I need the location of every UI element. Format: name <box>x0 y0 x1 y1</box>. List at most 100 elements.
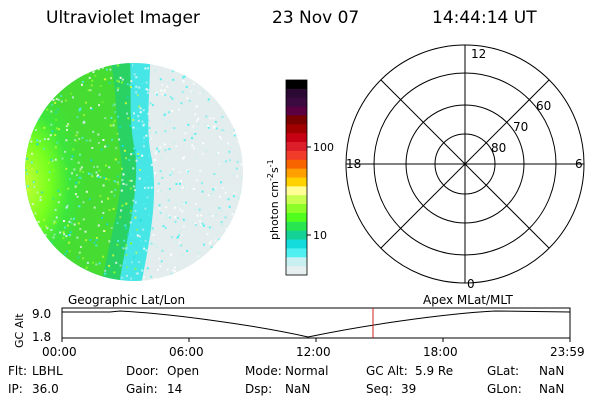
speckle-pixel <box>190 90 193 93</box>
speckle-pixel <box>125 253 128 256</box>
speckle-pixel <box>57 264 60 267</box>
speckle-pixel <box>102 139 105 141</box>
speckle-pixel <box>242 64 243 66</box>
speckle-pixel <box>240 278 242 281</box>
speckle-pixel <box>146 196 149 199</box>
speckle-pixel <box>31 186 34 188</box>
speckle-pixel <box>125 157 128 160</box>
speckle-pixel <box>206 110 209 113</box>
speckle-pixel <box>166 192 169 195</box>
speckle-pixel <box>139 169 141 171</box>
speckle-pixel <box>119 76 122 79</box>
speckle-pixel <box>61 157 64 160</box>
speckle-pixel <box>230 63 233 65</box>
mlt-label-18: 18 <box>346 157 361 171</box>
speckle-pixel <box>156 147 158 150</box>
speckle-pixel <box>215 127 218 130</box>
speckle-pixel <box>225 253 228 256</box>
speckle-pixel <box>54 221 57 224</box>
speckle-pixel <box>241 273 243 276</box>
speckle-pixel <box>105 164 107 167</box>
speckle-pixel <box>156 93 158 96</box>
speckle-pixel <box>139 111 142 114</box>
speckle-pixel <box>28 116 30 118</box>
speckle-pixel <box>192 188 195 190</box>
speckle-pixel <box>83 120 86 123</box>
colorbar-band <box>286 106 307 116</box>
speckle-pixel <box>147 119 150 122</box>
speckle-pixel <box>237 156 240 159</box>
speckle-pixel <box>93 69 96 72</box>
speckle-pixel <box>120 209 123 212</box>
speckle-pixel <box>130 80 133 83</box>
speckle-pixel <box>85 190 88 193</box>
polar-grid <box>345 44 585 284</box>
speckle-pixel <box>201 222 204 225</box>
speckle-pixel <box>159 170 162 173</box>
speckle-pixel <box>143 247 146 250</box>
speckle-pixel <box>153 159 156 161</box>
speckle-pixel <box>194 113 197 116</box>
geo-label: Geographic Lat/Lon <box>68 293 185 307</box>
speckle-pixel <box>241 205 243 208</box>
speckle-pixel <box>181 90 184 93</box>
speckle-pixel <box>159 78 162 81</box>
speckle-pixel <box>88 76 91 79</box>
speckle-pixel <box>117 64 120 67</box>
speckle-pixel <box>157 150 160 153</box>
speckle-pixel <box>141 269 144 272</box>
speckle-pixel <box>229 159 231 162</box>
speckle-pixel <box>194 280 197 281</box>
speckle-pixel <box>135 85 138 88</box>
speckle-pixel <box>91 175 94 178</box>
speckle-pixel <box>240 101 243 104</box>
speckle-pixel <box>147 186 150 189</box>
speckle-pixel <box>65 167 68 170</box>
speckle-pixel <box>171 97 174 100</box>
speckle-pixel <box>130 210 132 213</box>
speckle-pixel <box>161 176 164 179</box>
speckle-pixel <box>164 149 167 152</box>
speckle-pixel <box>108 178 111 181</box>
speckle-pixel <box>174 216 177 219</box>
speckle-pixel <box>72 148 75 151</box>
speckle-pixel <box>157 182 160 185</box>
speckle-pixel <box>147 137 150 140</box>
speckle-pixel <box>227 90 230 93</box>
speckle-pixel <box>121 204 124 207</box>
speckle-pixel <box>99 85 102 87</box>
speckle-pixel <box>198 208 201 211</box>
glat-value: NaN <box>539 364 565 378</box>
speckle-pixel <box>242 217 243 220</box>
speckle-pixel <box>197 123 200 126</box>
speckle-pixel <box>241 154 243 157</box>
speckle-pixel <box>137 119 140 122</box>
speckle-pixel <box>40 110 43 113</box>
speckle-pixel <box>174 270 177 273</box>
speckle-pixel <box>103 176 106 179</box>
speckle-pixel <box>125 202 128 205</box>
speckle-pixel <box>138 235 141 238</box>
speckle-pixel <box>228 205 231 208</box>
speckle-pixel <box>101 216 103 219</box>
speckle-pixel <box>174 206 177 209</box>
speckle-pixel <box>237 141 240 143</box>
speckle-pixel <box>118 138 121 141</box>
speckle-pixel <box>142 140 145 143</box>
speckle-pixel <box>122 182 125 185</box>
speckle-pixel <box>145 81 148 84</box>
altitude-max-label: 9.0 <box>32 307 51 321</box>
speckle-pixel <box>75 139 78 142</box>
speckle-pixel <box>95 236 98 239</box>
speckle-pixel <box>49 262 51 265</box>
speckle-pixel <box>36 63 39 65</box>
speckle-pixel <box>90 173 93 176</box>
speckle-pixel <box>106 223 109 226</box>
speckle-pixel <box>221 209 223 212</box>
speckle-pixel <box>85 101 87 104</box>
speckle-pixel <box>195 179 198 182</box>
speckle-pixel <box>235 216 238 218</box>
speckle-pixel <box>65 139 68 142</box>
speckle-pixel <box>218 90 221 93</box>
speckle-pixel <box>104 145 107 148</box>
